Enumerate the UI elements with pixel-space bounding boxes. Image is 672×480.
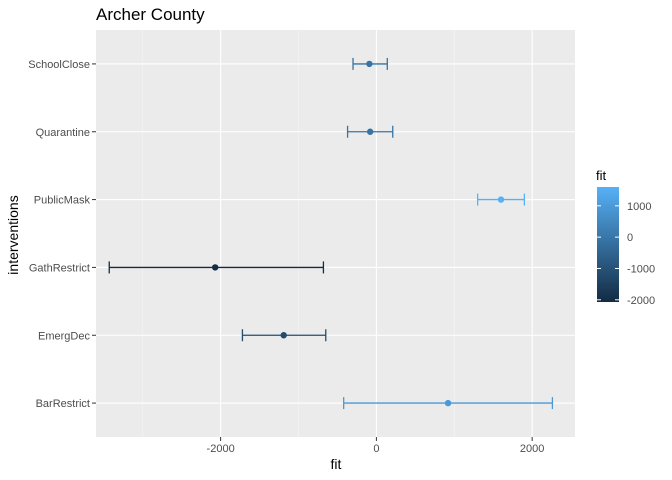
point-schoolclose [366,60,373,68]
errorbar-publicmask [476,193,526,206]
errorbar-quarantine [346,125,394,138]
errorbar-schoolclose [352,57,388,70]
errorbar-gathrestrict [108,261,325,274]
point-emergdec [280,332,287,339]
y-tick-label: GathRestrict [29,262,90,274]
x-axis-title: fit [331,456,342,472]
x-axis: -2000 0 2000 [207,437,544,455]
x-tick-label: -2000 [207,443,235,455]
y-axis: BarRestrict EmergDec GathRestrict PublicMas… [28,59,96,410]
data-marks [108,57,554,410]
y-tick-label: BarRestrict [36,398,90,410]
legend: fit 1000 0 -1000 -2000 [596,168,655,307]
x-tick-label: 2000 [520,443,544,455]
legend-ticks: 1000 0 -1000 -2000 [597,201,655,307]
legend-tick-label: 0 [627,232,633,244]
legend-tick-label: 1000 [627,201,651,213]
legend-title: fit [596,168,607,183]
y-tick-label: Quarantine [36,127,90,139]
y-tick-label: PublicMask [34,195,91,207]
chart-title: Archer County [96,5,205,24]
x-tick-label: 0 [373,443,379,455]
point-quarantine [366,128,374,135]
legend-tick-label: -2000 [627,295,655,307]
plot-panel [96,30,575,437]
y-tick-label: EmergDec [38,330,90,342]
errorbar-emergdec [241,329,327,342]
point-barrestrict [444,399,452,407]
y-axis-title: interventions [5,195,21,274]
y-tick-label: SchoolClose [28,59,90,71]
legend-colorbar [597,187,619,302]
point-publicmask [497,196,505,203]
errorbar-barrestrict [343,397,554,410]
point-gathrestrict [211,264,219,271]
legend-tick-label: -1000 [627,263,655,275]
